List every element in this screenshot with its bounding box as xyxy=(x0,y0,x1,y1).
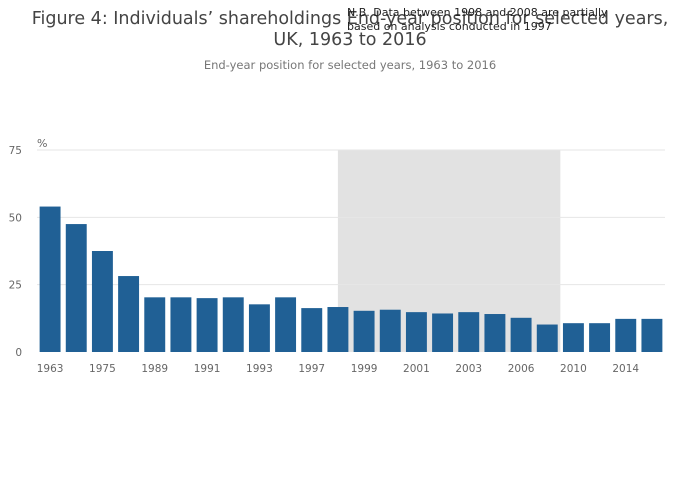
bar-1997 xyxy=(301,308,323,352)
y-tick-label: 25 xyxy=(9,280,22,292)
x-tick-label: 2003 xyxy=(455,363,482,375)
bar-1990 xyxy=(170,297,192,352)
bar-2014 xyxy=(615,318,637,352)
bar-2002 xyxy=(432,313,454,352)
chart-title-line-2: UK, 1963 to 2016 xyxy=(273,30,426,50)
bar-1981 xyxy=(118,276,140,352)
x-tick-label: 2001 xyxy=(403,363,430,375)
chart-subtitle: End-year position for selected years, 19… xyxy=(204,58,496,72)
x-tick-label: 1989 xyxy=(141,363,168,375)
y-tick-label: 0 xyxy=(15,347,22,359)
bar-2003 xyxy=(458,312,480,352)
y-tick-label: 50 xyxy=(9,212,22,224)
bar-1998 xyxy=(327,307,349,352)
x-tick-label: 2006 xyxy=(508,363,535,375)
bar-2016 xyxy=(641,318,663,352)
x-tick-label: 1991 xyxy=(194,363,221,375)
gridlines xyxy=(37,149,665,286)
bar-1963 xyxy=(39,206,61,352)
bar-2006 xyxy=(510,317,532,352)
bar-2004 xyxy=(484,314,506,352)
bar-1993 xyxy=(248,304,270,352)
bar-2001 xyxy=(405,312,427,352)
x-tick-label: 1993 xyxy=(246,363,273,375)
bar-2008 xyxy=(536,324,558,352)
x-tick-label: 2010 xyxy=(560,363,587,375)
bar-1969 xyxy=(65,224,87,352)
bars xyxy=(39,206,663,352)
x-tick-label: 1975 xyxy=(89,363,116,375)
y-tick-label: 75 xyxy=(9,145,22,157)
bar-2000 xyxy=(379,309,401,352)
annotation-note-line-1: N.B. Data between 1998 and 2008 are part… xyxy=(347,6,608,19)
y-axis-unit-label: % xyxy=(37,137,47,150)
bar-1999 xyxy=(353,310,375,352)
x-tick-label: 1963 xyxy=(37,363,64,375)
x-axis-ticks: 1963 1975 1989 1991 1993 1997 1999 2001 2003 2006… xyxy=(37,363,640,375)
bar-1989 xyxy=(144,297,166,352)
chart-title-line-1: Figure 4: Individuals’ shareholdings End… xyxy=(32,9,669,29)
bar-1991 xyxy=(196,298,218,352)
x-tick-label: 2014 xyxy=(612,363,639,375)
bar-1975 xyxy=(91,251,113,352)
annotation-note-line-2: based on analysis conducted in 1997 xyxy=(347,20,552,33)
bar-2012 xyxy=(589,323,611,352)
x-tick-label: 1997 xyxy=(298,363,325,375)
x-tick-label: 1999 xyxy=(351,363,378,375)
bar-2010 xyxy=(562,323,584,352)
bar-1994 xyxy=(275,297,297,352)
bar-1992 xyxy=(222,297,244,352)
y-axis-ticks: 0 25 50 75 xyxy=(9,145,22,359)
